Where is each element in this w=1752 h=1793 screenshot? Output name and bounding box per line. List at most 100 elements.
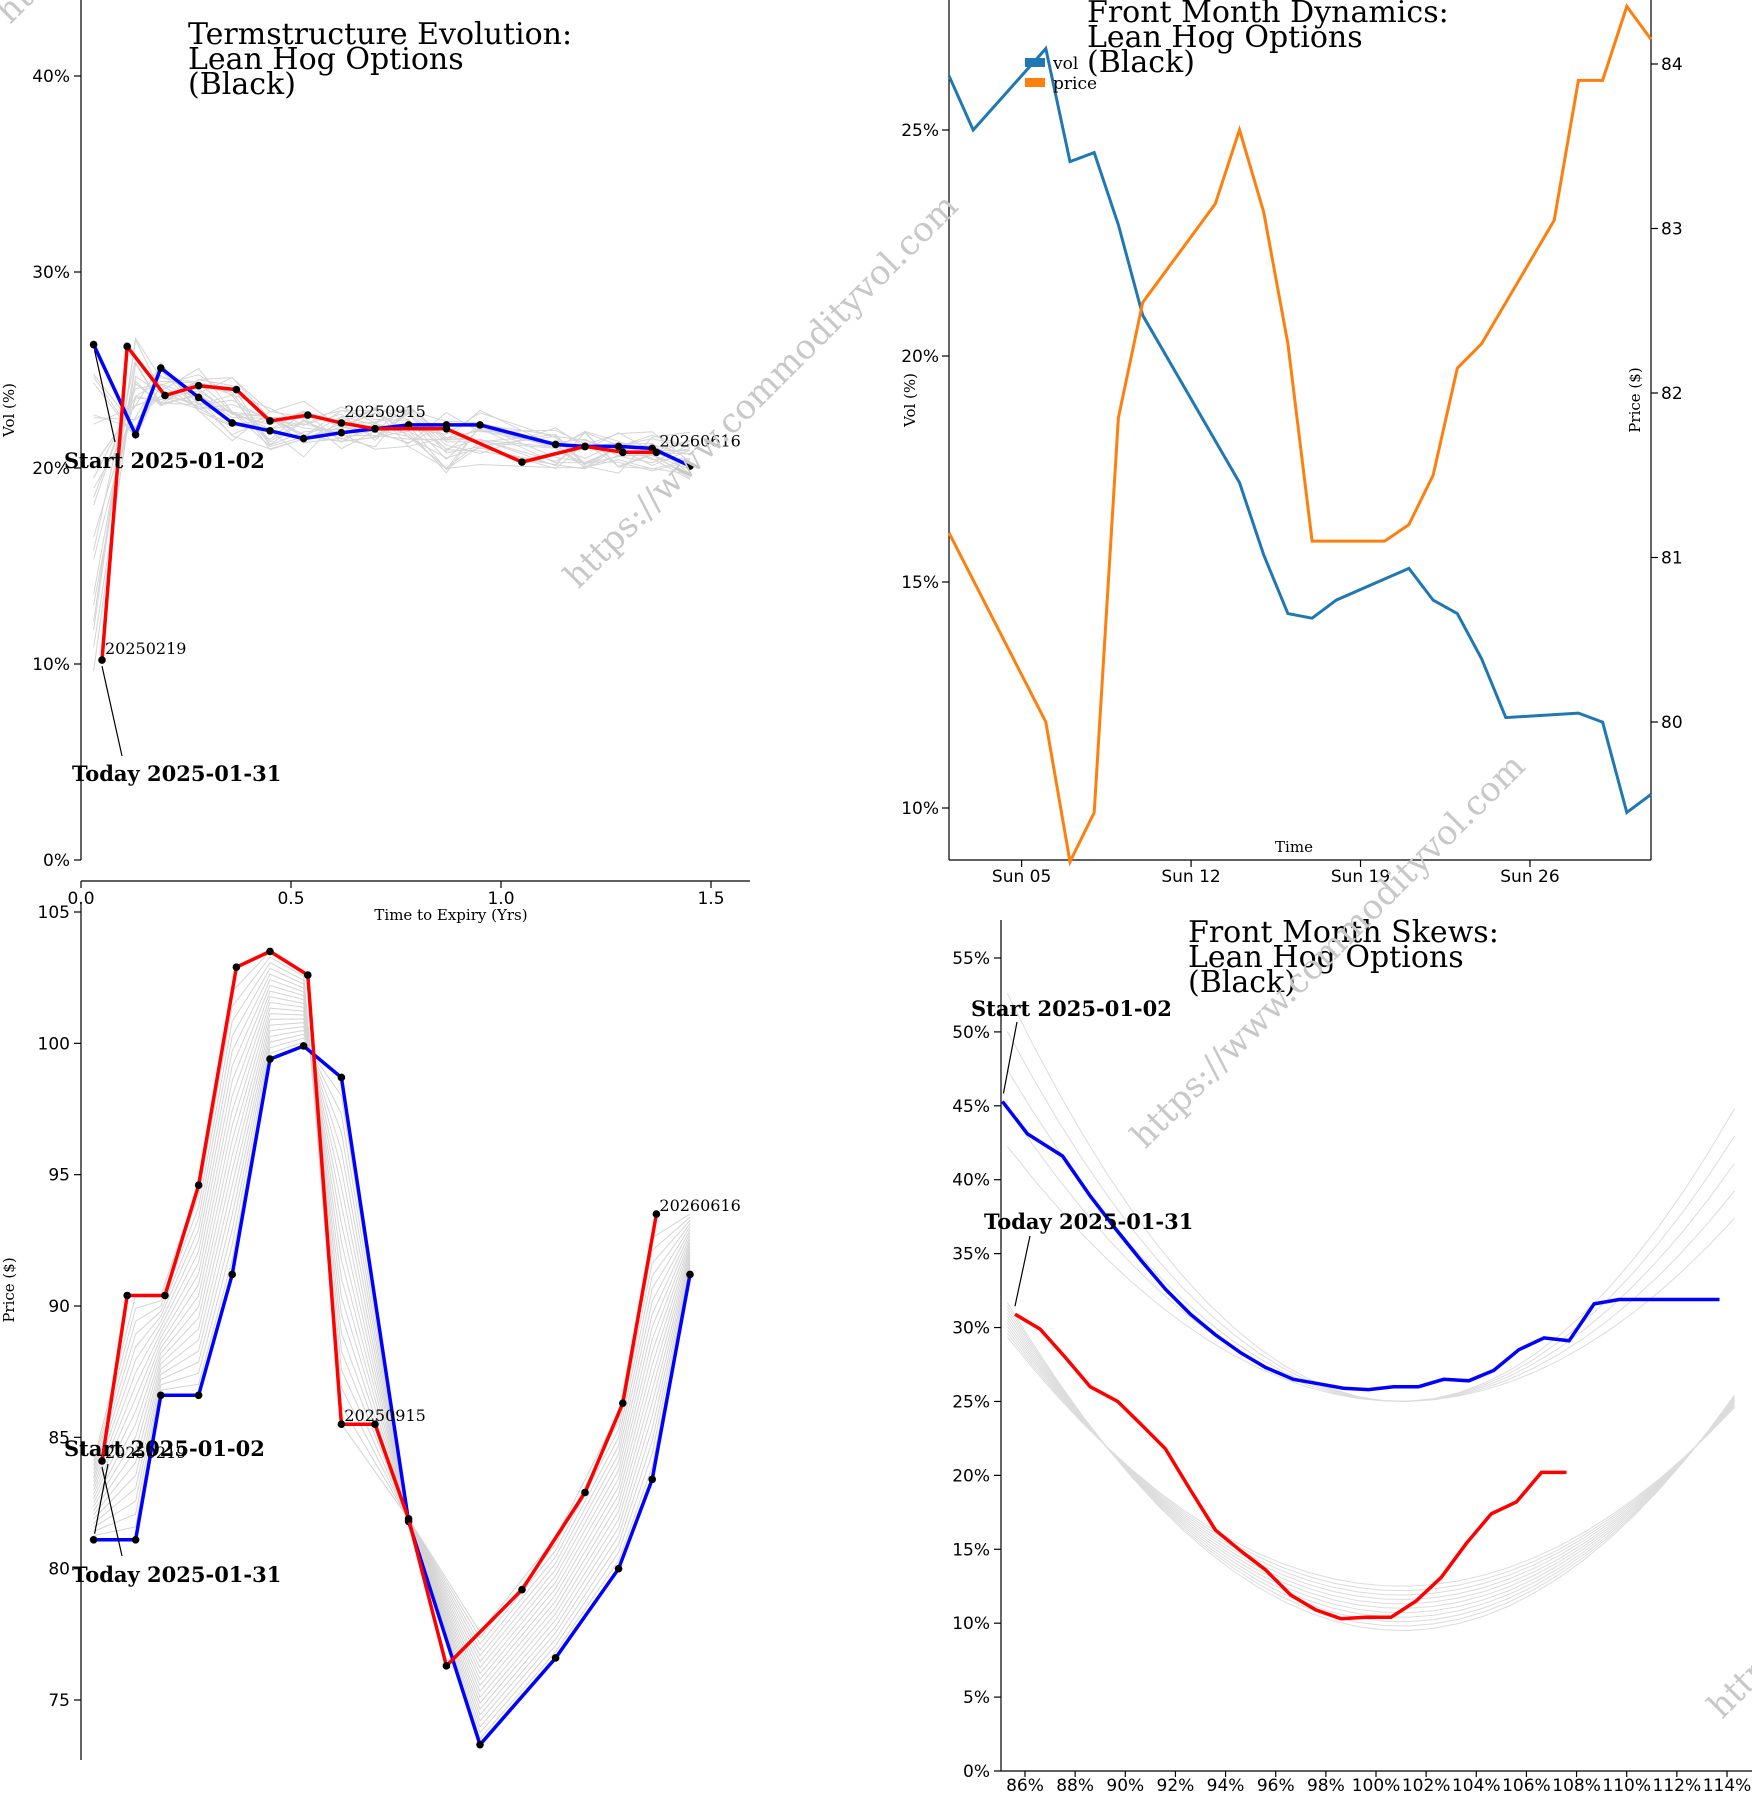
historical-skew [1006,1305,1735,1627]
data-point [98,1457,106,1465]
x-axis-label: Time [1275,838,1313,856]
annotation-arrow [101,1466,123,1557]
chart-title: (Black) [1188,965,1296,1000]
front-month-skews-panel: 0% 5% 10% 15% 20% 25% 30% 35% 40% 45% 50% 55% 86% 88%… [952,915,1752,1793]
y-tick-label: 10% [32,655,70,675]
data-point [614,1564,623,1573]
y-tick-label: 15% [952,1540,990,1560]
y-tick-label: 75 [48,1691,70,1711]
x-tick-label: 98% [1307,1776,1345,1793]
data-point [337,428,346,437]
historical-curve [93,361,691,672]
historical-curve [93,374,691,498]
historical-skew [1006,1316,1735,1614]
y2-tick-label: 83 [1661,220,1683,240]
historical-skews [1006,993,1735,1632]
y-tick-label: 20% [952,1466,990,1486]
data-point [581,442,589,451]
annotation-arrow [1014,1235,1031,1307]
x-tick-label: 102% [1402,1776,1451,1793]
data-point [337,1420,346,1428]
y-axis-label: Vol (%) [0,383,18,438]
termstructure-panel: 0% 10% 20% 30% 40% 0.0 0.5 1.0 1.5 Time to Expiry… [0,0,750,924]
historical-curve [93,390,691,538]
data-point [518,458,526,466]
y-tick-label: 45% [952,1097,990,1117]
historical-curve [93,357,691,551]
annotation-arrow [1002,1021,1018,1094]
front-month-dynamics-panel: 10% 15% 20% 25% 80 81 82 83 84 Sun 05 Sun 12 Sun 19… [901,0,1683,887]
x-tick-label: 1.0 [487,889,514,909]
data-point [619,1399,627,1407]
x-tick-label: 112% [1653,1776,1702,1793]
historical-curve [93,1018,691,1705]
historical-curve [93,1026,691,1716]
y-tick-label: 80 [48,1560,70,1580]
data-point [686,1270,694,1279]
contract-label: 20250219 [105,639,186,658]
historical-skew [1006,1302,1735,1632]
data-point [442,425,451,433]
historical-curve [93,996,691,1681]
contract-label: 20250915 [344,1406,425,1425]
historical-skew [1006,1107,1735,1402]
watermark-text: https://www.commodityvol.com [1700,1316,1752,1726]
series-line-price [947,3,1653,867]
termstructure-text: Termstructure Evolution:Lean Hog Options… [64,17,741,786]
historical-curve [93,1041,691,1740]
skews-text: Front Month Skews:Lean Hog Options(Black… [971,915,1499,1307]
annotation-today: Today 2025-01-31 [72,1562,281,1587]
data-point [619,448,627,457]
data-point [194,393,203,402]
price-series [89,947,694,1749]
x-tick-label: 96% [1257,1776,1295,1793]
y2-tick-label: 81 [1661,549,1683,569]
historical-curves [93,337,691,672]
chart-title: Front Month Dynamics: [1087,0,1449,30]
historical-price-curves [93,950,691,1746]
historical-skew [1006,1309,1735,1623]
historical-curve [93,338,691,631]
x-tick-label: Sun 05 [992,867,1051,887]
chart-title: Lean Hog Options [1087,20,1363,55]
x-tick-label: 110% [1602,1776,1651,1793]
annotation-arrow [101,665,123,757]
series-line-vol [947,45,1652,816]
data-point [299,1042,308,1050]
data-point [648,1475,656,1484]
series-line [1001,1100,1720,1392]
y-tick-label: 15% [901,573,939,593]
watermarks: https://www.commodityvol.com https://www.… [0,0,1752,1726]
data-point [299,434,308,443]
x-tick-label: 104% [1452,1776,1501,1793]
contract-label: 20250915 [344,402,425,421]
data-point [266,1055,274,1063]
data-point [161,1291,169,1300]
y-tick-label: 105 [38,903,70,923]
data-point [304,971,312,979]
y-tick-label: 50% [952,1023,990,1043]
historical-curve [93,1037,691,1734]
data-point [89,340,98,349]
legend-swatch [1025,78,1045,87]
data-point [131,430,140,439]
x-tick-label: 106% [1502,1776,1551,1793]
historical-skew [1007,1146,1735,1402]
annotation-today: Today 2025-01-31 [984,1209,1193,1234]
data-point [686,462,694,470]
x-tick-label: Sun 19 [1331,867,1390,887]
historical-curve [93,1022,691,1711]
historical-skew [1006,1326,1735,1600]
chart-title: (Black) [188,67,296,102]
y-tick-label: 40% [952,1171,990,1191]
price-axes: 75 80 85 90 95 100 105 Price ($) [0,903,82,1760]
x-tick-label: 100% [1352,1776,1401,1793]
x-tick-label: 0.0 [67,889,94,909]
data-point [551,1654,560,1662]
annotation-start: Start 2025-01-02 [971,996,1172,1021]
historical-skew [1006,1319,1735,1609]
series-line [93,1043,692,1749]
chart-title: Front Month Skews: [1188,915,1499,950]
price-text: 20250219 20250915 20260616 Start 2025-01-02… [64,1196,741,1587]
x-tick-label: 108% [1552,1776,1601,1793]
